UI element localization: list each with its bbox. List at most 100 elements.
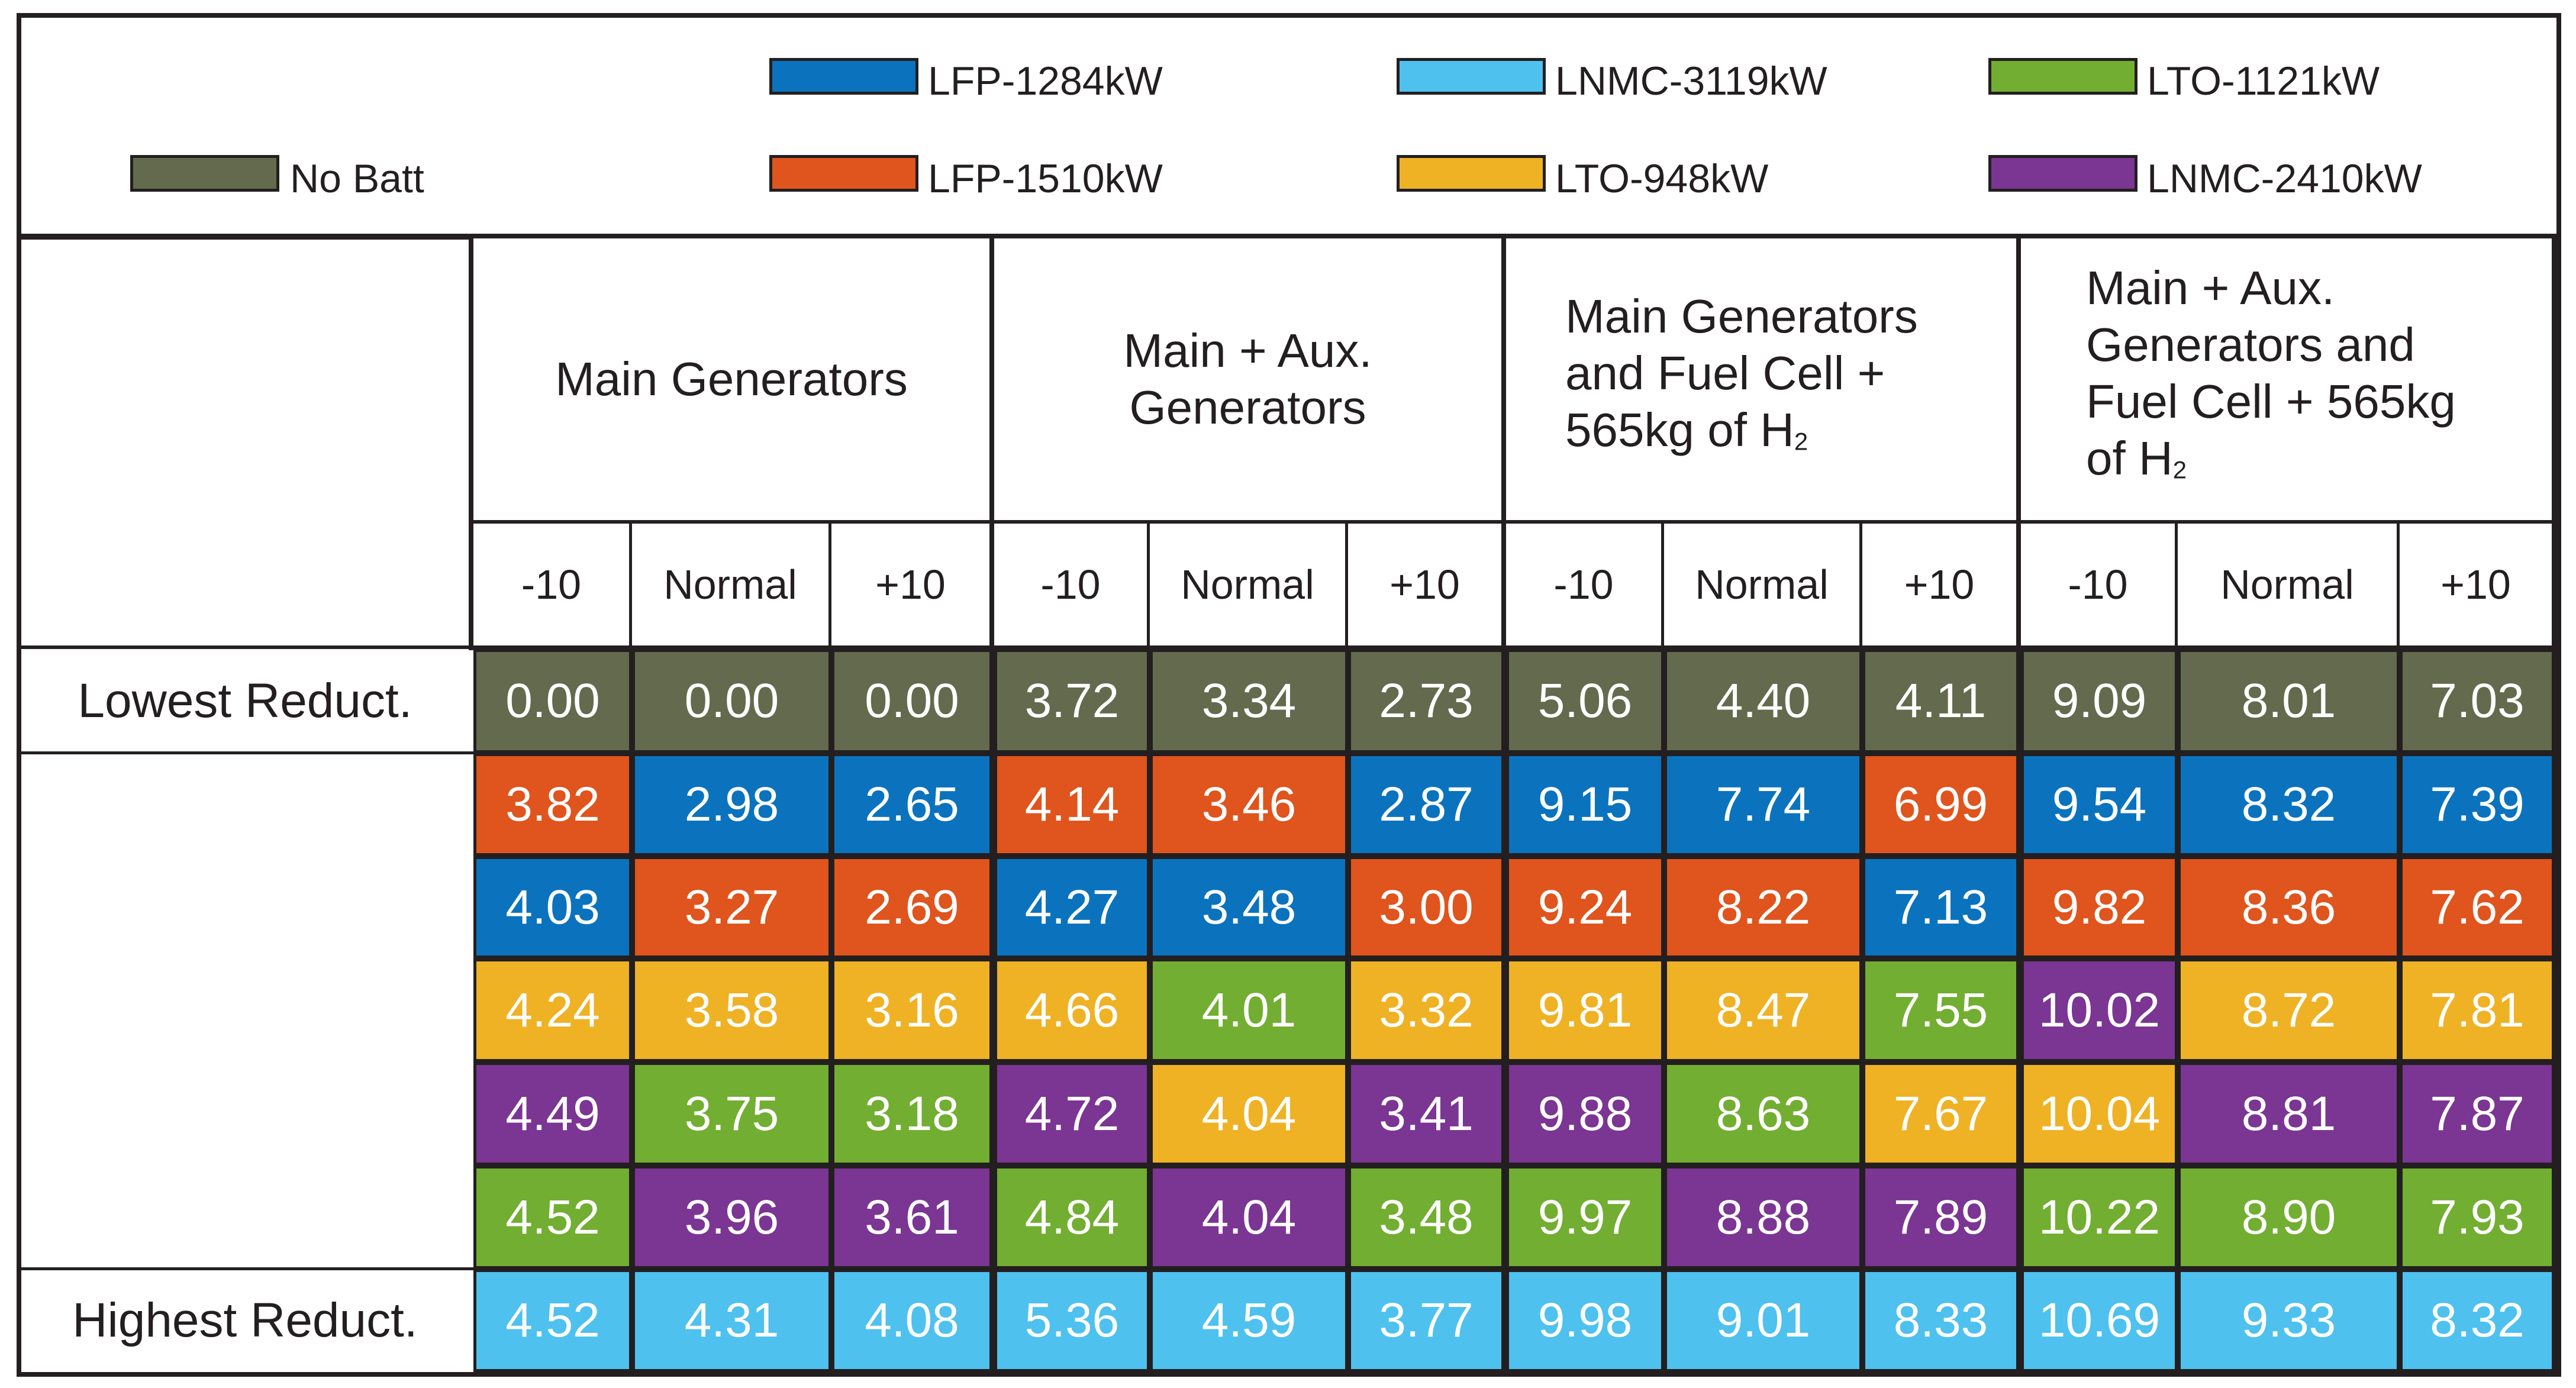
legend-label-no-batt: No Batt [290,156,424,201]
value-cell: 3.77 [1348,1269,1506,1372]
value-cell: 2.87 [1348,753,1506,856]
value-cell: 3.34 [1150,649,1348,753]
value-cell: 4.40 [1664,649,1862,753]
value-cell: 3.18 [831,1062,994,1166]
value-cell: 4.49 [473,1062,632,1166]
value-cell: 4.59 [1150,1269,1348,1372]
subscript: 2 [1794,427,1808,456]
group-header-line: Main Generators [555,353,908,405]
group-header-text: Main + Aux. Generators and Fuel Cell + 565… [2086,260,2456,498]
value-cell: 7.13 [1862,856,2021,958]
group-header-text: Main Generators [555,351,908,408]
value-cell: 4.52 [473,1269,632,1372]
group-header-line: 565kg of H [1565,404,1794,457]
row-label-separator [21,751,473,754]
value-cell: 8.63 [1664,1062,1862,1166]
value-cell: 4.27 [994,856,1150,958]
legend-swatch-lnmc-3119kw [1397,58,1546,95]
value-cell: 3.61 [831,1166,994,1269]
value-cell: 10.69 [2021,1269,2178,1372]
legend-frame [17,13,2561,240]
value-cell: 7.62 [2400,856,2556,958]
value-cell: 8.01 [2178,649,2400,753]
value-cell: 9.33 [2178,1269,2400,1372]
value-cell: 9.09 [2021,649,2178,753]
value-cell: 3.82 [473,753,632,856]
value-cell: 0.00 [831,649,994,753]
value-cell: 10.22 [2021,1166,2178,1269]
subcolumn-header: -10 [473,524,632,649]
legend-swatch-lto-1121kw [1988,58,2137,95]
group-header-line: of H [2086,432,2173,485]
value-cell: 2.98 [632,753,831,856]
group-header-1: Main Generators [473,238,994,524]
value-cell: 8.88 [1664,1166,1862,1269]
subcolumn-header: -10 [994,524,1150,649]
value-cell: 7.55 [1862,958,2021,1062]
group-header-text: Main + Aux. Generators [1123,322,1372,436]
value-cell: 3.00 [1348,856,1506,958]
group-header-2: Main + Aux. Generators [994,238,1506,524]
value-cell: 4.72 [994,1062,1150,1166]
legend-swatch-lfp-1510kw [769,155,918,192]
legend-label-lfp-1510kw: LFP-1510kW [928,156,1163,201]
subscript: 2 [2172,456,2187,484]
row-label-lowest: Lowest Reduct. [21,649,469,753]
value-cell: 4.31 [632,1269,831,1372]
value-cell: 4.04 [1150,1062,1348,1166]
group-header-text: Main Generators and Fuel Cell +565kg of H… [1565,288,1918,470]
value-cell: 9.97 [1506,1166,1664,1269]
subcolumn-header: -10 [2021,524,2178,649]
legend-swatch-lto-948kw [1397,155,1546,192]
group-header-line: Fuel Cell + 565kg [2086,375,2456,428]
row-label-highest: Highest Reduct. [21,1269,469,1372]
value-cell: 3.32 [1348,958,1506,1062]
value-cell: 5.06 [1506,649,1664,753]
subcolumn-header: -10 [1506,524,1664,649]
legend-label-lfp-1284kw: LFP-1284kW [928,59,1163,104]
value-cell: 8.32 [2178,753,2400,856]
value-cell: 7.74 [1664,753,1862,856]
group-header-line: and Fuel Cell + [1565,347,1885,400]
subcolumn-header: +10 [831,524,994,649]
subcolumn-header: +10 [1862,524,2021,649]
group-header-4: Main + Aux. Generators and Fuel Cell + 565… [2021,238,2556,524]
value-cell: 7.93 [2400,1166,2556,1269]
value-cell: 7.39 [2400,753,2556,856]
value-cell: 9.01 [1664,1269,1862,1372]
group-header-line: Generators [1129,381,1366,434]
legend-label-lto-948kw: LTO-948kW [1555,156,1769,201]
row-label-divider [469,238,473,649]
value-cell: 6.99 [1862,753,2021,856]
value-cell: 8.33 [1862,1269,2021,1372]
value-cell: 7.89 [1862,1166,2021,1269]
value-cell: 8.90 [2178,1166,2400,1269]
value-cell: 3.41 [1348,1062,1506,1166]
subcolumn-header: +10 [2400,524,2556,649]
value-cell: 4.24 [473,958,632,1062]
value-cell: 2.69 [831,856,994,958]
value-cell: 8.32 [2400,1269,2556,1372]
legend-label-lnmc-3119kw: LNMC-3119kW [1555,59,1827,104]
legend-swatch-no-batt [130,155,279,192]
legend-swatch-lfp-1284kw [769,58,918,95]
value-cell: 10.02 [2021,958,2178,1062]
value-cell: 3.72 [994,649,1150,753]
value-cell: 3.48 [1150,856,1348,958]
value-cell: 8.22 [1664,856,1862,958]
legend-swatch-lnmc-2410kw [1988,155,2137,192]
value-cell: 2.65 [831,753,994,856]
value-cell: 5.36 [994,1269,1150,1372]
value-cell: 3.48 [1348,1166,1506,1269]
value-cell: 7.03 [2400,649,2556,753]
value-cell: 3.96 [632,1166,831,1269]
value-cell: 3.58 [632,958,831,1062]
value-cell: 9.98 [1506,1269,1664,1372]
group-header-line: Main + Aux. [1123,324,1372,377]
value-cell: 8.81 [2178,1062,2400,1166]
value-cell: 9.88 [1506,1062,1664,1166]
value-cell: 3.16 [831,958,994,1062]
group-header-line: Main Generators [1565,290,1918,343]
value-cell: 10.04 [2021,1062,2178,1166]
value-cell: 4.14 [994,753,1150,856]
